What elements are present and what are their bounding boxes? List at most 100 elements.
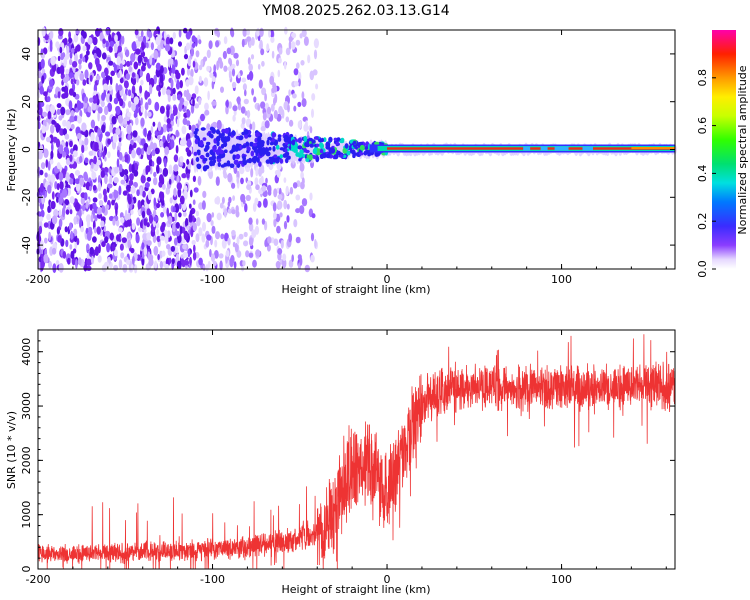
- noise-speckle: [143, 56, 148, 63]
- noise-speckle: [245, 194, 251, 202]
- signal-core: [313, 136, 319, 140]
- noise-speckle: [241, 38, 245, 48]
- noise-speckle: [249, 123, 253, 130]
- noise-speckle: [154, 101, 160, 112]
- noise-speckle: [248, 222, 254, 232]
- signal-core: [335, 141, 339, 146]
- noise-speckle: [228, 101, 233, 109]
- noise-speckle: [142, 233, 148, 240]
- noise-speckle: [225, 250, 230, 257]
- noise-speckle: [203, 77, 209, 87]
- noise-speckle: [76, 238, 80, 246]
- noise-speckle: [40, 262, 44, 272]
- noise-speckle: [39, 101, 45, 108]
- noise-speckle: [158, 174, 164, 184]
- noise-speckle: [287, 104, 290, 113]
- noise-speckle: [108, 167, 111, 174]
- noise-speckle: [231, 63, 236, 69]
- noise-speckle: [122, 263, 128, 273]
- noise-speckle: [164, 146, 170, 155]
- noise-speckle: [41, 27, 46, 37]
- noise-speckle: [146, 208, 151, 216]
- noise-speckle: [190, 104, 195, 114]
- noise-speckle: [94, 215, 98, 222]
- noise-speckle: [58, 28, 64, 37]
- signal-core: [266, 139, 270, 146]
- noise-speckle: [57, 235, 62, 243]
- noise-speckle: [231, 68, 236, 77]
- noise-speckle: [65, 141, 69, 148]
- noise-speckle: [172, 87, 176, 95]
- noise-speckle: [283, 61, 287, 70]
- signal-band-gap: [582, 146, 593, 151]
- noise-speckle: [226, 47, 232, 55]
- noise-speckle: [174, 212, 178, 222]
- noise-speckle: [314, 238, 317, 249]
- noise-speckle: [167, 123, 172, 129]
- noise-speckle: [63, 56, 68, 67]
- signal-core: [271, 132, 277, 138]
- noise-speckle: [254, 225, 260, 235]
- noise-speckle: [80, 225, 84, 233]
- spectrogram-y-tick-label: -20: [20, 188, 33, 206]
- noise-speckle: [118, 259, 123, 269]
- noise-speckle: [169, 37, 174, 45]
- noise-speckle: [301, 29, 307, 38]
- signal-core: [283, 144, 289, 149]
- noise-speckle: [140, 147, 145, 156]
- noise-speckle: [69, 209, 73, 215]
- noise-speckle: [52, 136, 58, 143]
- noise-speckle: [273, 238, 279, 246]
- noise-speckle: [106, 242, 111, 253]
- noise-speckle: [80, 30, 85, 37]
- noise-speckle: [80, 102, 84, 109]
- noise-speckle: [231, 81, 237, 89]
- noise-speckle: [101, 71, 106, 79]
- noise-speckle: [140, 79, 144, 86]
- noise-speckle: [214, 197, 219, 205]
- noise-speckle: [65, 209, 70, 215]
- noise-speckle: [151, 57, 156, 66]
- noise-speckle: [310, 232, 315, 242]
- signal-core: [227, 132, 232, 137]
- noise-speckle: [181, 67, 185, 76]
- noise-speckle: [293, 219, 298, 228]
- noise-speckle: [150, 125, 154, 134]
- noise-speckle: [119, 98, 124, 107]
- noise-speckle: [127, 133, 132, 141]
- noise-speckle: [191, 240, 196, 245]
- signal-core: [303, 135, 308, 142]
- noise-speckle: [161, 250, 166, 257]
- noise-speckle: [178, 102, 183, 112]
- noise-speckle: [104, 236, 109, 244]
- noise-speckle: [245, 250, 250, 258]
- noise-speckle: [111, 199, 115, 206]
- noise-speckle: [232, 114, 236, 122]
- noise-speckle: [240, 177, 244, 185]
- noise-speckle: [177, 111, 181, 119]
- noise-speckle: [179, 225, 183, 235]
- noise-speckle: [282, 253, 287, 261]
- noise-speckle: [65, 239, 69, 248]
- noise-speckle: [115, 127, 121, 136]
- noise-speckle: [127, 100, 132, 108]
- noise-speckle: [299, 162, 305, 172]
- colorbar: 0.0 0.2 0.4 0.6 0.8 Normalized spectral ampl…: [696, 30, 749, 278]
- noise-speckle: [159, 105, 165, 114]
- signal-core: [220, 164, 225, 168]
- noise-speckle: [62, 251, 67, 259]
- signal-core: [363, 146, 369, 150]
- noise-speckle: [73, 216, 77, 225]
- signal-core: [320, 142, 324, 149]
- noise-speckle: [216, 119, 222, 130]
- noise-speckle: [58, 144, 64, 155]
- noise-speckle: [124, 154, 129, 163]
- noise-speckle: [59, 65, 65, 75]
- noise-speckle: [255, 166, 259, 177]
- noise-speckle: [244, 110, 248, 116]
- noise-speckle: [215, 40, 220, 48]
- noise-speckle: [269, 30, 274, 38]
- noise-speckle: [131, 163, 135, 174]
- signal-core: [260, 142, 265, 148]
- noise-speckle: [113, 43, 118, 54]
